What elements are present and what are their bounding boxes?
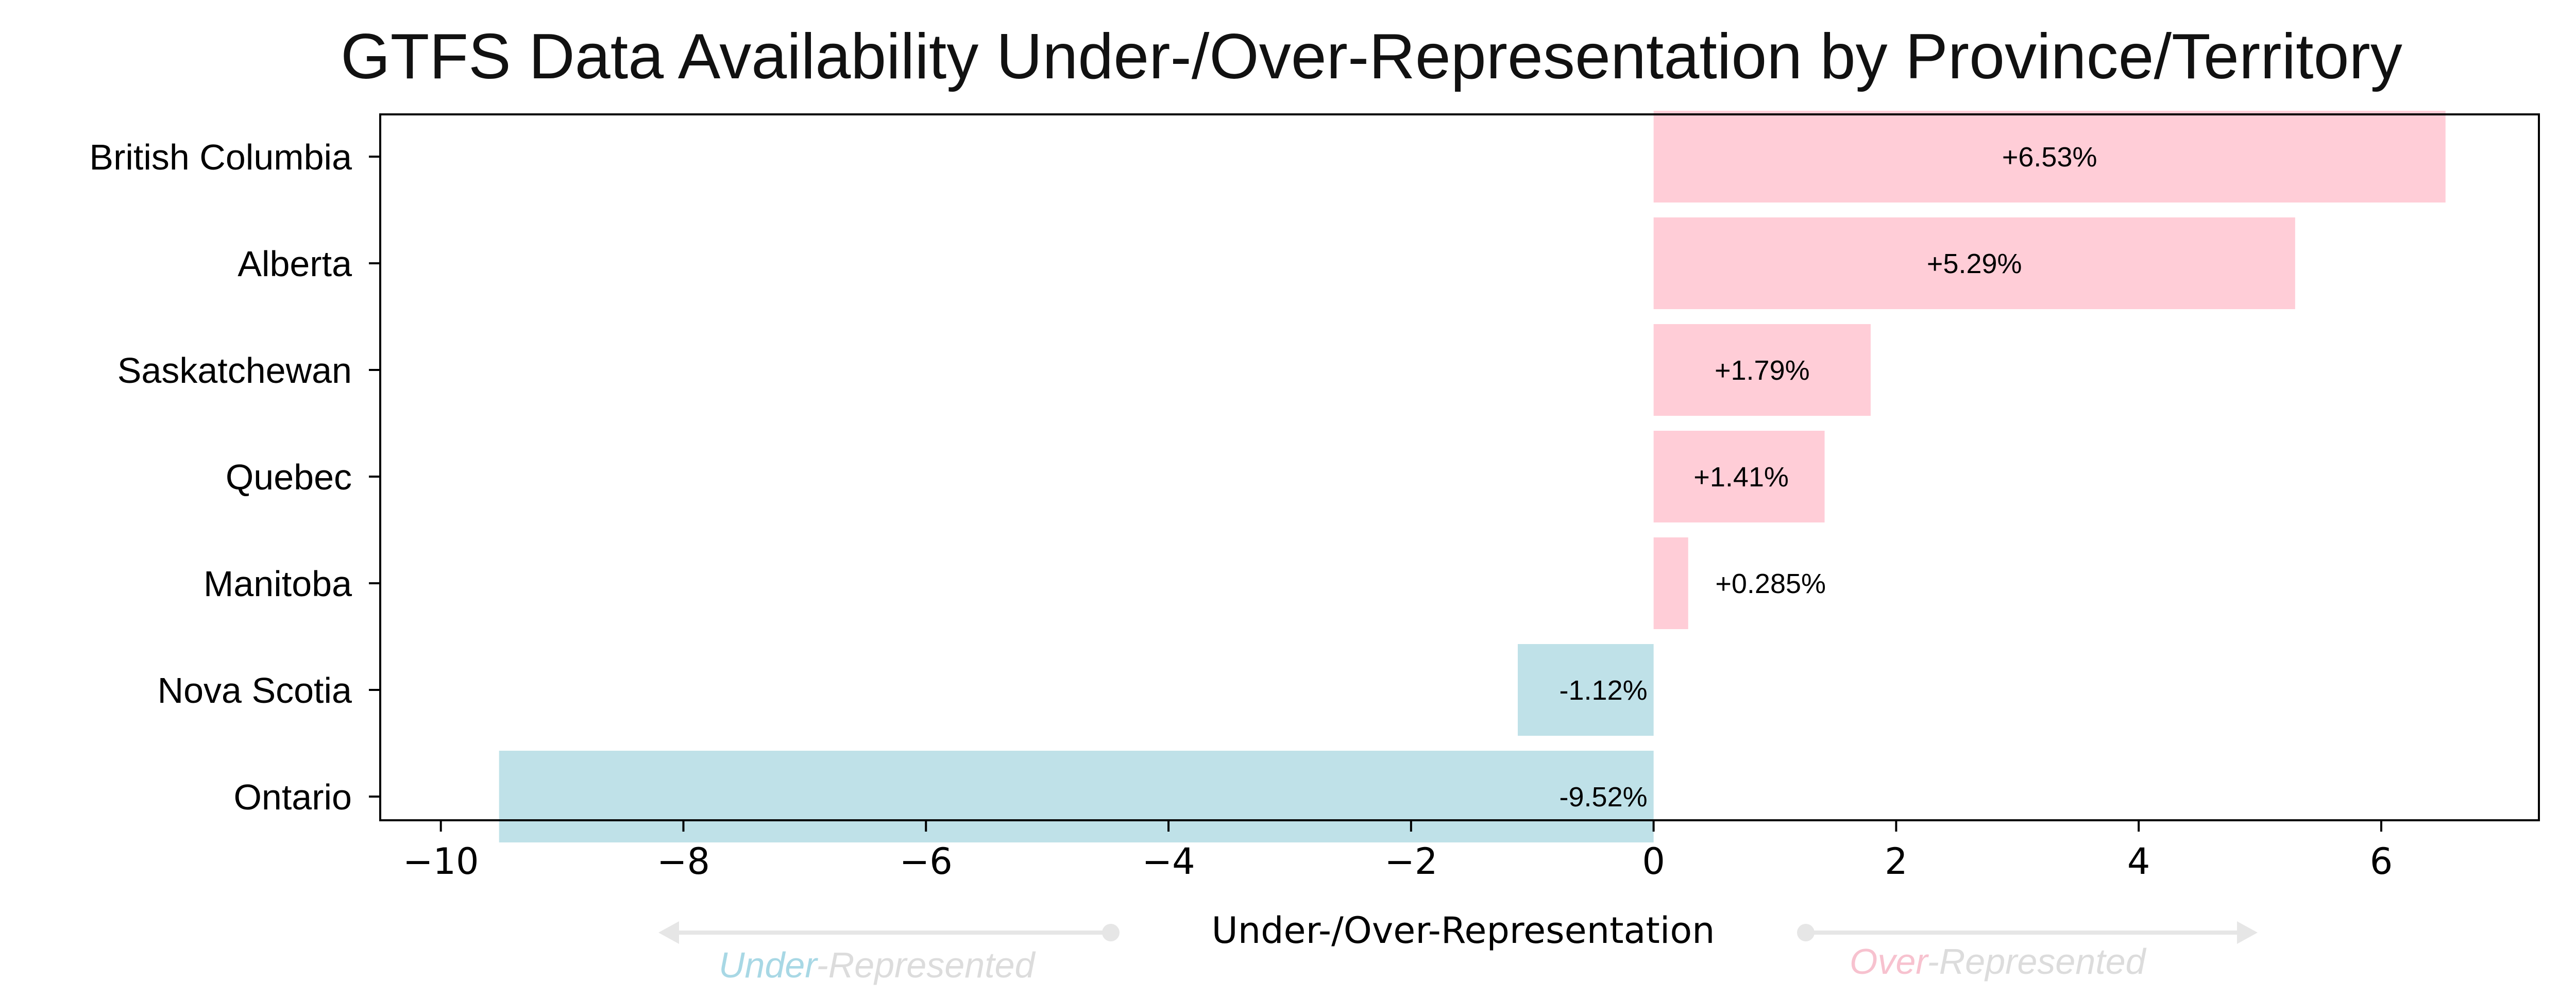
data-label-ontario: -9.52%	[1560, 782, 1648, 813]
under-rest: -Represented	[816, 945, 1036, 985]
bar-british-columbia	[1653, 111, 2446, 202]
bar-manitoba	[1653, 537, 1688, 629]
x-tick-label-0: −10	[403, 840, 479, 883]
bar-alberta	[1653, 217, 2295, 309]
under-highlight: Under	[719, 945, 818, 985]
bar-nova-scotia	[1517, 644, 1654, 736]
x-axis-label: Under-/Over-Representation	[1211, 909, 1715, 952]
data-label-alberta: +5.29%	[1927, 248, 2022, 279]
bar-ontario	[499, 751, 1654, 842]
data-label-british-columbia: +6.53%	[2002, 142, 2097, 173]
over-arrow-dot-icon	[1797, 924, 1815, 941]
over-represented-annotation: Over-Represented	[1797, 921, 2258, 982]
data-label-nova-scotia: -1.12%	[1560, 675, 1648, 706]
y-tick-label-manitoba: Manitoba	[204, 564, 352, 604]
data-label-manitoba: +0.285%	[1715, 568, 1826, 599]
chart-title: GTFS Data Availability Under-/Over-Repre…	[341, 21, 2402, 92]
y-tick-label-british-columbia: British Columbia	[89, 137, 352, 177]
over-highlight: Over	[1850, 941, 1929, 982]
y-tick-label-alberta: Alberta	[238, 244, 352, 284]
over-arrowhead-icon	[2237, 921, 2258, 944]
y-tick-label-quebec: Quebec	[226, 457, 352, 497]
x-tick-label-1: −8	[657, 840, 710, 883]
over-rest: -Represented	[1927, 941, 2146, 982]
bars-group	[499, 111, 2446, 842]
plot-frame	[379, 113, 2540, 821]
x-tick-label-7: 4	[2127, 840, 2150, 883]
x-tick-label-2: −6	[900, 840, 953, 883]
data-label-saskatchewan: +1.79%	[1715, 355, 1810, 386]
x-tick-label-6: 2	[1885, 840, 1908, 883]
bar-quebec	[1653, 431, 1825, 522]
y-tick-label-saskatchewan: Saskatchewan	[117, 350, 352, 391]
y-tick-label-nova-scotia: Nova Scotia	[158, 670, 352, 711]
x-tick-label-8: 6	[2370, 840, 2393, 883]
data-label-quebec: +1.41%	[1693, 462, 1789, 493]
x-tick-label-5: 0	[1642, 840, 1665, 883]
x-tick-label-3: −4	[1142, 840, 1195, 883]
x-axis-group: −10 −8 −6 −4 −2 0 2 4 6	[403, 820, 2393, 883]
over-represented-label: Over-Represented	[1850, 941, 2147, 982]
under-represented-annotation: Under-Represented	[658, 921, 1120, 985]
category-axis-group: British Columbia Alberta Saskatchewan Quebe…	[89, 137, 380, 817]
under-arrow-dot-icon	[1102, 924, 1120, 941]
bar-saskatchewan	[1653, 324, 1871, 416]
under-represented-label: Under-Represented	[719, 945, 1036, 985]
y-tick-label-ontario: Ontario	[233, 777, 352, 817]
data-labels-group: +6.53% +5.29% +1.79% +1.41% +0.285% -1.12% -9.…	[1560, 142, 2097, 813]
x-tick-label-4: −2	[1384, 840, 1437, 883]
under-arrowhead-icon	[658, 921, 679, 944]
